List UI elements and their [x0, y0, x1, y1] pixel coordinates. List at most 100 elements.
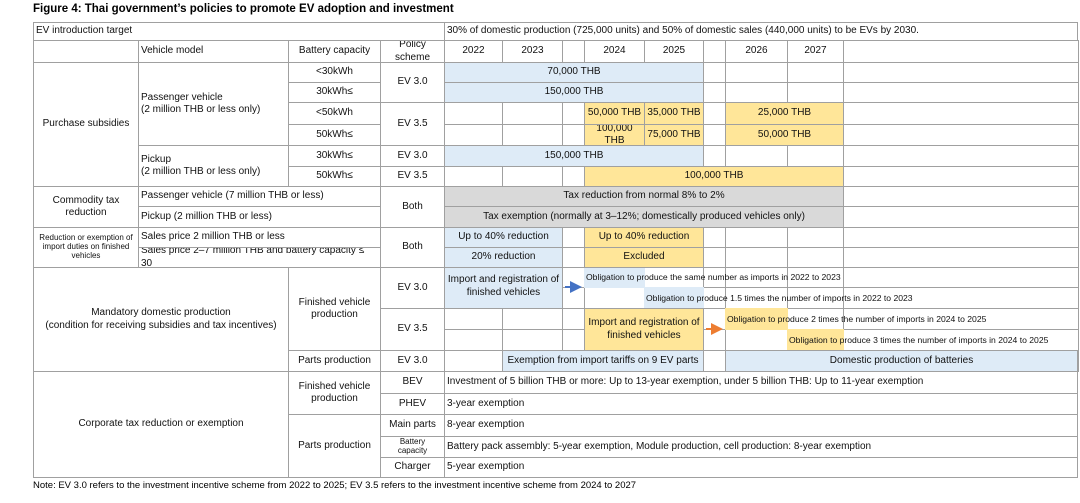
row-label: EV introduction target [33, 22, 445, 41]
duty-bar: Excluded [584, 247, 704, 268]
scheme: Battery capacity [380, 436, 445, 458]
vehicle-model: Passenger vehicle (7 million THB or less… [138, 186, 381, 207]
grid-cell [562, 102, 585, 125]
grid-cell [444, 350, 503, 372]
grid-cell [843, 124, 1079, 146]
battery: 30kWh≤ [288, 145, 381, 167]
section-label: Mandatory domestic production (condition… [33, 267, 289, 372]
exemption: 8-year exemption [444, 414, 1078, 437]
grid-cell [787, 227, 844, 248]
grid-cell [562, 124, 585, 146]
category: Parts production [288, 414, 381, 478]
grid-cell [843, 206, 1079, 228]
grid-cell [502, 166, 563, 187]
grid-cell [787, 247, 844, 268]
tax-bar: Tax exemption (normally at 3–12%; domest… [444, 206, 844, 228]
scheme: Both [380, 186, 445, 228]
header: Vehicle model [138, 40, 289, 63]
grid-cell [703, 227, 726, 248]
grid-cell [502, 308, 563, 330]
import-bar: Import and registration of finished vehi… [584, 308, 704, 351]
year: 2026 [725, 40, 788, 63]
duty-bar: Up to 40% reduction [584, 227, 704, 248]
grid-cell [725, 82, 788, 103]
grid-cell [444, 308, 503, 330]
grid-cell [562, 40, 585, 63]
grid-cell [843, 82, 1079, 103]
year: 2023 [502, 40, 563, 63]
target: 30% of domestic production (725,000 unit… [444, 22, 1078, 41]
exemption: 3-year exemption [444, 393, 1078, 415]
grid-cell [843, 227, 1079, 248]
vehicle-model: Sales price 2 million THB or less [138, 227, 381, 248]
grid-cell [562, 329, 585, 351]
scheme: EV 3.5 [380, 308, 445, 351]
note: Note: EV 3.0 refers to the investment in… [33, 480, 637, 491]
grid-cell [843, 145, 1079, 167]
obligation: Obligation to produce 1.5 times the numb… [646, 292, 913, 303]
parts-bar: Domestic production of batteries [725, 350, 1078, 372]
section-label: Purchase subsidies [33, 62, 139, 187]
battery: 30kWh≤ [288, 82, 381, 103]
grid-cell [787, 145, 844, 167]
scheme: EV 3.0 [380, 62, 445, 103]
grid-cell [725, 329, 788, 351]
grid-cell [725, 62, 788, 83]
vehicle-model: Sales price 2–7 million THB and battery … [138, 247, 381, 268]
scheme: Charger [380, 457, 445, 478]
grid-cell [703, 82, 726, 103]
header: Battery capacity [288, 40, 381, 63]
duty-bar: 20% reduction [444, 247, 563, 268]
grid-cell [502, 102, 563, 125]
grid-cell [562, 166, 585, 187]
subsidy: 150,000 THB [444, 82, 704, 103]
grid-cell [562, 247, 585, 268]
grid-cell [703, 350, 726, 372]
year: 2024 [584, 40, 645, 63]
subsidy: 150,000 THB [444, 145, 704, 167]
grid-cell [703, 40, 726, 63]
grid-cell [843, 102, 1079, 125]
battery: <30kWh [288, 62, 381, 83]
vehicle-model: Pickup (2 million THB or less) [138, 206, 381, 228]
scheme: PHEV [380, 393, 445, 415]
battery: 50kWh≤ [288, 166, 381, 187]
subsidy: 25,000 THB [725, 102, 844, 125]
grid-cell [725, 247, 788, 268]
parts-bar: Exemption from import tariffs on 9 EV pa… [502, 350, 704, 372]
grid-cell [444, 329, 503, 351]
fill [584, 267, 645, 288]
fill [644, 287, 704, 309]
subsidy: 100,000 THB [584, 166, 844, 187]
grid-cell [843, 186, 1079, 207]
obligation: Obligation to produce the same number as… [586, 272, 841, 283]
grid-cell [444, 124, 503, 146]
header: Policy scheme [380, 40, 445, 63]
grid-cell [444, 102, 503, 125]
scheme: EV 3.5 [380, 102, 445, 146]
fill [787, 329, 844, 351]
scheme: BEV [380, 371, 445, 394]
year: 2022 [444, 40, 503, 63]
grid-cell [703, 102, 726, 125]
subsidy: 75,000 THB [644, 124, 704, 146]
grid-cell [843, 40, 1079, 63]
year: 2025 [644, 40, 704, 63]
vehicle-model: Passenger vehicle (2 million THB or less… [138, 62, 289, 146]
grid-cell [562, 267, 585, 288]
tax-bar: Tax reduction from normal 8% to 2% [444, 186, 844, 207]
grid-cell [502, 329, 563, 351]
figure-title: Figure 4: Thai government’s policies to … [33, 3, 454, 15]
obligation: Obligation to produce 3 times the number… [789, 334, 1049, 345]
category: Parts production [288, 350, 381, 372]
fill [725, 308, 788, 330]
scheme: EV 3.0 [380, 350, 445, 372]
grid-cell [725, 145, 788, 167]
scheme: EV 3.0 [380, 267, 445, 309]
vehicle-model: Pickup (2 million THB or less only) [138, 145, 289, 187]
exemption: Battery pack assembly: 5-year exemption,… [444, 436, 1078, 458]
exemption: Investment of 5 billion THB or more: Up … [444, 371, 1078, 394]
grid-cell [703, 247, 726, 268]
grid-cell [703, 145, 726, 167]
subsidy: 50,000 THB [725, 124, 844, 146]
